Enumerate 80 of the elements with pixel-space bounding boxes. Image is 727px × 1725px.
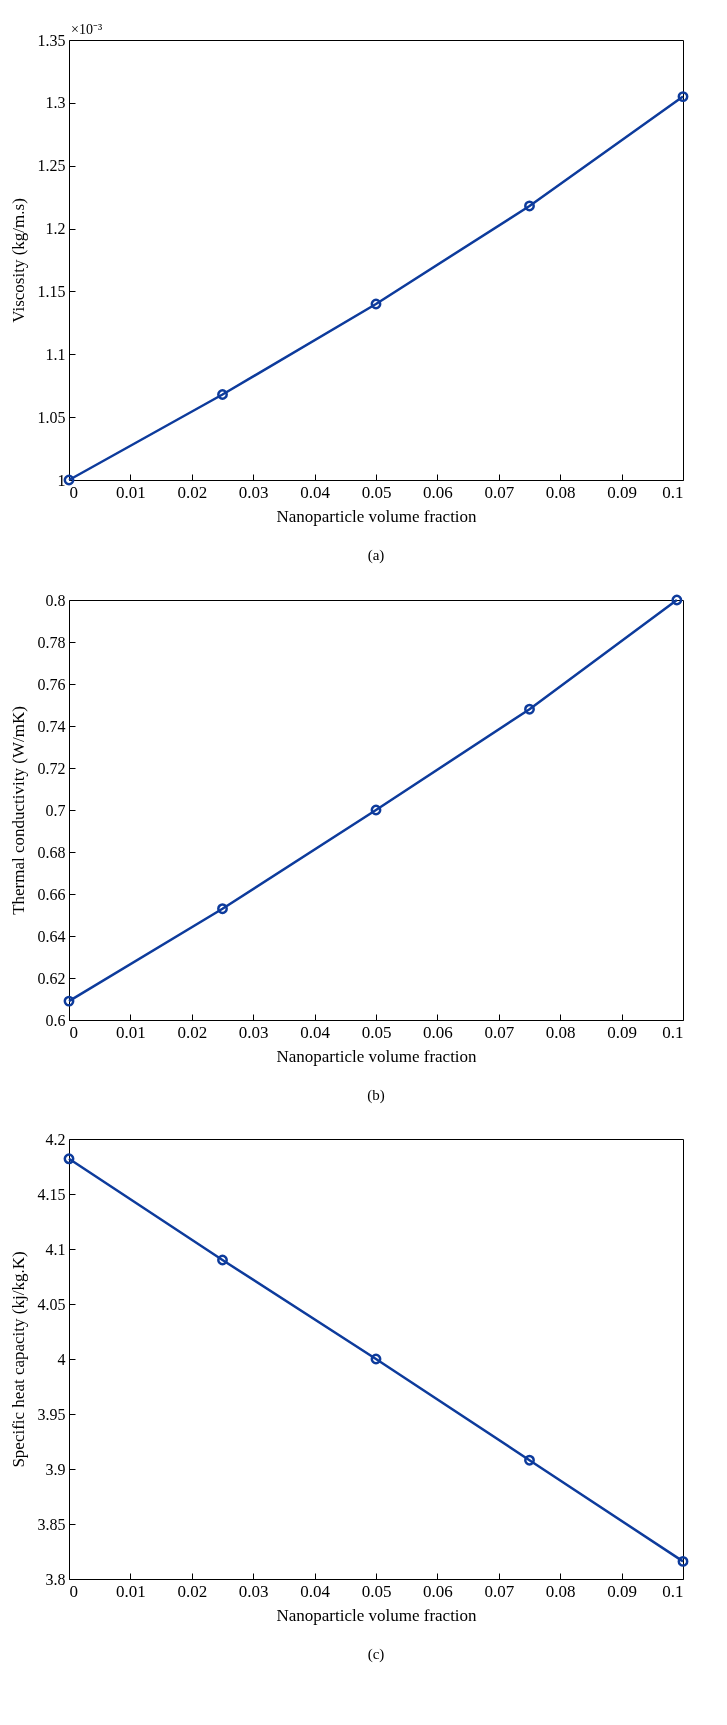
point xyxy=(370,804,382,816)
x-tick-label: 0.01 xyxy=(116,1022,146,1042)
y-tick-label: 1.15 xyxy=(37,282,66,300)
x-tick-label: 0 xyxy=(69,482,78,502)
y-tick-label: 4.1 xyxy=(45,1240,66,1258)
x-tick-label: 0 xyxy=(69,1581,78,1601)
x-tick-label: 0.05 xyxy=(361,1581,392,1601)
y-tick-label: 0.6 xyxy=(45,1011,66,1029)
x-tick-label: 0.02 xyxy=(177,1581,208,1601)
point xyxy=(217,1254,228,1266)
y-tick-label: 3.8 xyxy=(45,1570,66,1588)
y-tick-label: 3.95 xyxy=(37,1405,66,1423)
x-tick-label: 0.09 xyxy=(607,1022,637,1042)
x-axis-title: Nanoparticle volume fraction xyxy=(276,1046,478,1066)
y-axis-title: Viscosity (kg/m.s) xyxy=(8,198,28,323)
x-tick-label: 0.03 xyxy=(238,1022,269,1042)
x-tick-label: 0.08 xyxy=(545,1022,576,1042)
y-tick-label: 0.8 xyxy=(45,591,66,609)
y-tick-label: 1.35 xyxy=(37,31,66,49)
y-tick-label: 0.64 xyxy=(37,927,66,945)
x-tick-label: 0.03 xyxy=(238,1581,269,1601)
y-tick-label: 4.2 xyxy=(45,1130,66,1148)
point xyxy=(524,703,535,715)
x-tick-label: 0.04 xyxy=(300,1581,331,1601)
x-tick-label: 0 xyxy=(69,1022,78,1042)
y-tick-label: 0.76 xyxy=(37,675,66,693)
y-tick-label: 1.3 xyxy=(45,94,66,112)
y-tick-label: 1.2 xyxy=(45,220,66,238)
x-tick-label: 0.1 xyxy=(662,1581,684,1601)
y-tick-label: 1.1 xyxy=(45,345,66,363)
x-tick-label: 0.01 xyxy=(116,482,146,502)
y-tick-label: 0.7 xyxy=(45,801,66,819)
x-tick-label: 0.1 xyxy=(662,482,684,502)
x-tick-label: 0.09 xyxy=(607,1581,637,1601)
x-tick-label: 0.02 xyxy=(177,482,208,502)
y-tick-label: 3.85 xyxy=(37,1515,66,1533)
x-tick-label: 0.07 xyxy=(484,482,515,502)
x-tick-label: 0.06 xyxy=(423,1022,453,1042)
x-tick-label: 0.02 xyxy=(177,1022,208,1042)
point xyxy=(370,298,382,310)
point xyxy=(524,1454,535,1466)
y-tick-label: 4.05 xyxy=(37,1295,66,1313)
x-tick-label: 0.06 xyxy=(423,482,453,502)
y-tick-label: 0.62 xyxy=(37,969,66,987)
x-tick-label: 0.07 xyxy=(484,1022,515,1042)
point xyxy=(217,389,228,400)
y-tick-label: 1 xyxy=(57,471,66,489)
y-tick-label: 4.15 xyxy=(37,1185,66,1203)
y-tick-label: 0.68 xyxy=(37,843,66,861)
y-tick-label: 0.74 xyxy=(37,717,66,735)
x-tick-label: 0.05 xyxy=(361,482,392,502)
y-tick-label: 4 xyxy=(57,1350,66,1368)
point xyxy=(524,200,535,212)
y-tick-label: 0.66 xyxy=(37,885,66,903)
text: (b) xyxy=(367,1087,385,1104)
y-tick-label: 1.25 xyxy=(37,157,66,175)
text: (a) xyxy=(367,547,385,564)
x-tick-label: 0.1 xyxy=(662,1022,684,1042)
x-axis-title: Nanoparticle volume fraction xyxy=(276,1605,478,1625)
x-tick-label: 0.04 xyxy=(300,482,331,502)
text: (c) xyxy=(367,1646,385,1663)
y-tick-label: 1.05 xyxy=(37,408,66,426)
x-tick-label: 0.08 xyxy=(545,1581,576,1601)
point xyxy=(370,1353,382,1365)
y-axis-title: Thermal conductivity (W/mK) xyxy=(8,706,28,915)
x-tick-label: 0.04 xyxy=(300,1022,331,1042)
y-axis-title: Specific heat capacity (kj/kg.K) xyxy=(8,1251,28,1468)
point xyxy=(217,903,228,915)
x-tick-label: 0.07 xyxy=(484,1581,515,1601)
x-tick-label: 0.09 xyxy=(607,482,637,502)
x-tick-label: 0.01 xyxy=(116,1581,146,1601)
x-tick-label: 0.05 xyxy=(361,1022,392,1042)
y-tick-label: 3.9 xyxy=(45,1460,66,1478)
y-tick-label: 0.78 xyxy=(37,633,66,651)
text: ×10⁻³ xyxy=(71,22,103,37)
x-axis-title: Nanoparticle volume fraction xyxy=(276,506,478,526)
x-tick-label: 0.03 xyxy=(238,482,269,502)
x-tick-label: 0.06 xyxy=(423,1581,453,1601)
x-tick-label: 0.08 xyxy=(545,482,576,502)
y-tick-label: 0.72 xyxy=(37,759,66,777)
